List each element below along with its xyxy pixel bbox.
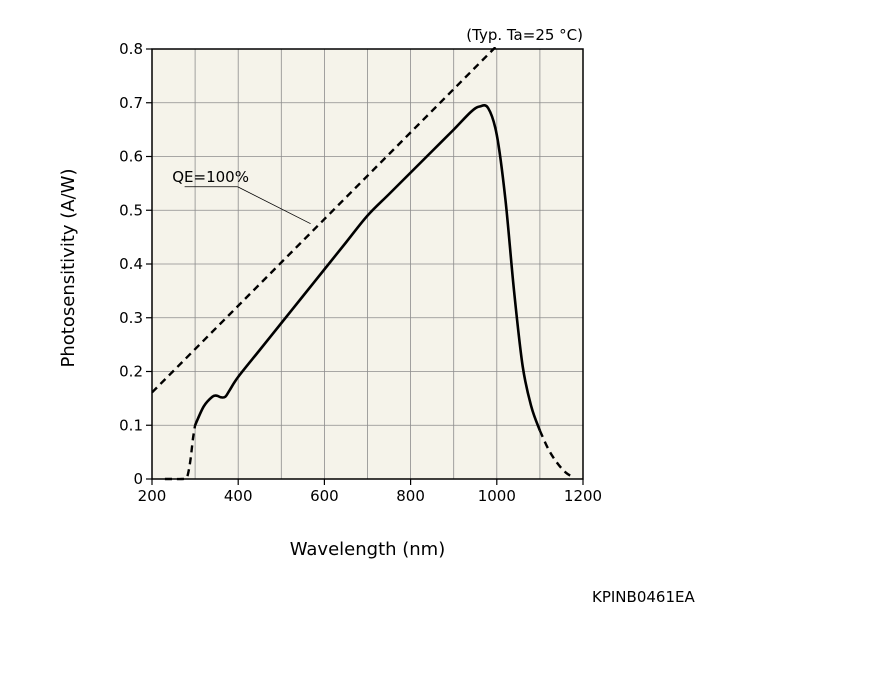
y-tick-label: 0 — [133, 470, 143, 488]
grid-lines — [152, 49, 583, 479]
y-tick-label: 0.5 — [119, 201, 143, 219]
series-line-tail-3 — [538, 430, 576, 479]
series-line-tail-2 — [164, 425, 197, 481]
x-axis-title: Wavelength (nm) — [290, 539, 446, 560]
condition-note: (Typ. Ta=25 °C) — [466, 26, 583, 44]
annotation-qe100: QE=100% — [172, 168, 249, 186]
series-line-qe100 — [152, 47, 498, 394]
y-tick-label: 0.7 — [119, 94, 143, 112]
axis-ticks: 200 400 600 800 1000 1200 0 0.1 0.2 0.3 0.4 0.5 0.6 0… — [119, 40, 602, 505]
y-tick-label: 0.6 — [119, 148, 143, 166]
annotation-leader — [237, 186, 311, 225]
x-tick-label: 600 — [310, 487, 339, 505]
y-tick-label: 0.3 — [119, 309, 143, 327]
figure-code: KPINB0461EA — [592, 588, 695, 606]
x-tick-label: 400 — [224, 487, 253, 505]
y-tick-label: 0.2 — [119, 363, 143, 381]
series-lines — [152, 47, 576, 481]
y-axis-title: Photosensitivity (A/W) — [58, 169, 79, 368]
annotations: QE=100% — [172, 168, 311, 225]
x-tick-label: 1000 — [478, 487, 516, 505]
series-line-photosensitivity — [193, 104, 542, 432]
y-tick-label: 0.1 — [119, 416, 143, 434]
y-tick-label: 0.8 — [119, 40, 143, 58]
x-tick-label: 800 — [396, 487, 425, 505]
y-tick-label: 0.4 — [119, 255, 143, 273]
x-tick-label: 200 — [138, 487, 167, 505]
x-tick-label: 1200 — [564, 487, 602, 505]
